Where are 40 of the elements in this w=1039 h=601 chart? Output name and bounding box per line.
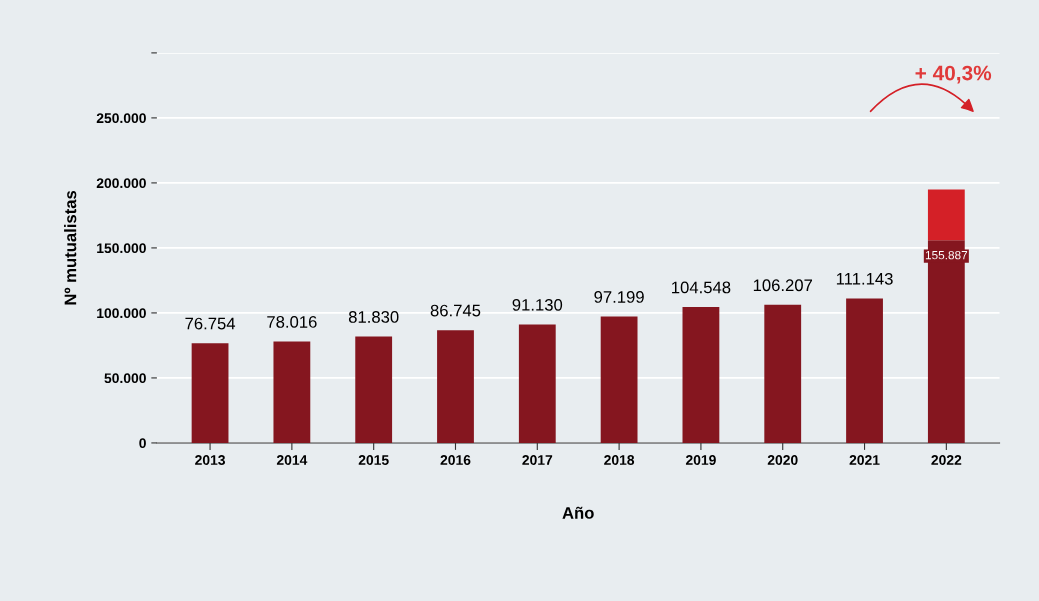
bar: [927, 240, 965, 443]
y-tick-label: 200.000: [96, 178, 146, 189]
bar: [682, 307, 720, 443]
data-label: 155.887: [925, 250, 968, 260]
x-tick-label: 2015: [358, 455, 389, 465]
data-label: 106.207: [753, 279, 813, 292]
annotation: + 40,3%: [915, 65, 992, 84]
x-tick-label: 2022: [931, 455, 962, 465]
x-tick-label: 2019: [685, 455, 716, 465]
data-label: 91.130: [512, 298, 563, 311]
x-tick-label: 2013: [195, 455, 226, 465]
y-tick-label: 250.000: [96, 113, 146, 124]
x-tick-label: 2014: [276, 455, 308, 465]
data-label: 78.016: [267, 316, 317, 328]
y-tick-label: 150.000: [97, 243, 146, 254]
bar: [764, 304, 802, 443]
y-axis-title: Nº mutualistas: [64, 190, 77, 305]
data-label: 81.830: [348, 311, 399, 323]
bar: [600, 316, 638, 443]
y-tick-label: 50.000: [104, 373, 146, 384]
y-tick-label: 0: [139, 438, 146, 449]
y-tick-label: 100.000: [97, 308, 146, 319]
data-label: 104.548: [672, 281, 731, 294]
bar: [191, 343, 229, 443]
x-tick-label: 2020: [767, 455, 798, 465]
data-label: 86.745: [430, 304, 481, 317]
bar: [846, 298, 883, 443]
bar: [273, 341, 311, 443]
bar: [437, 330, 474, 443]
x-axis-title: Año: [562, 506, 594, 519]
data-label: 76.754: [185, 317, 236, 330]
x-tick-label: 2017: [522, 455, 553, 465]
bar: [927, 189, 965, 241]
data-label: 111.143: [836, 272, 893, 285]
bar: [355, 336, 393, 443]
x-tick-label: 2016: [440, 455, 471, 465]
x-tick-label: 2018: [604, 455, 635, 465]
data-label: 97.199: [594, 291, 644, 303]
bar: [518, 324, 556, 443]
x-tick-label: 2021: [849, 455, 880, 465]
